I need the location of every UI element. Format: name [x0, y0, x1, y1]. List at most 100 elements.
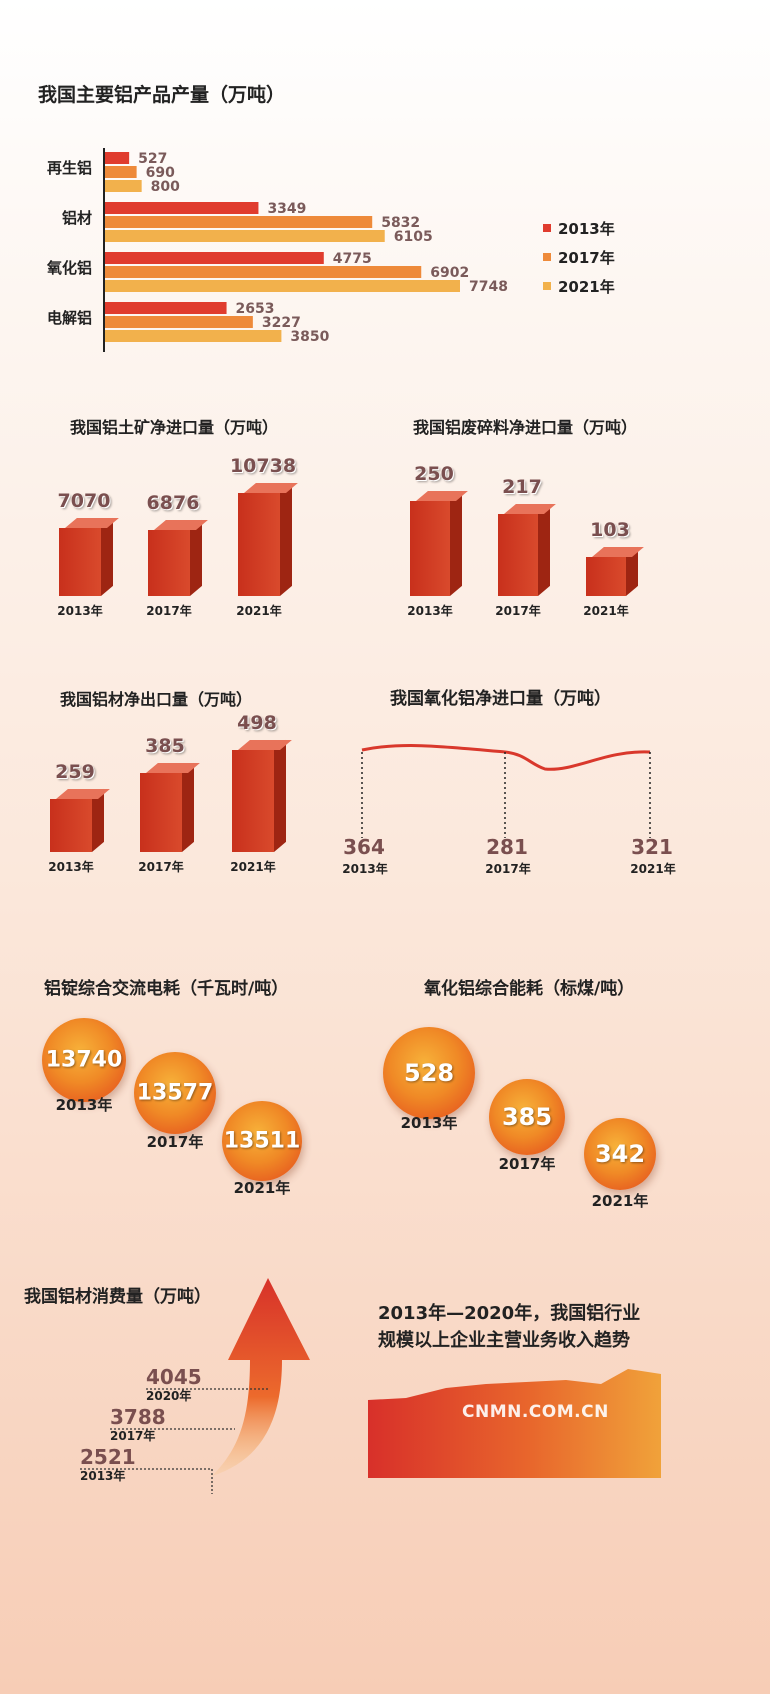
- bar: [50, 788, 110, 852]
- chart1-bar-value: 6105: [394, 229, 433, 245]
- chart1-legend-label: 2013年: [558, 220, 615, 238]
- chart5-value-label: 281: [486, 835, 528, 859]
- chart1-category-label: 电解铝: [47, 309, 92, 327]
- chart8-year-label: 2013年: [80, 1468, 125, 1483]
- bar-front-face: [498, 513, 538, 596]
- bar-value-label: 250: [414, 463, 454, 485]
- bar-side-face: [450, 490, 462, 596]
- bar-side-face: [190, 519, 202, 596]
- bar: [232, 739, 292, 852]
- bar: [59, 518, 119, 596]
- bar-value-label: 385: [145, 735, 185, 758]
- bar: [498, 503, 556, 596]
- chart1-bar-value: 3850: [290, 329, 329, 345]
- chart8-year-label: 2017年: [110, 1428, 155, 1443]
- chart1-bar: [105, 302, 227, 314]
- chart1-legend-swatch: [543, 282, 551, 290]
- bar-value-label: 7070: [57, 490, 111, 513]
- bubble-value: 13577: [136, 1080, 214, 1106]
- chart5-value-label: 321: [631, 835, 673, 859]
- chart4-title: 我国铝材净出口量（万吨）: [60, 690, 253, 709]
- bar: [238, 482, 298, 596]
- chart1-bar-value: 2653: [236, 301, 275, 317]
- chart9-plot: [368, 1369, 661, 1478]
- bubble-value: 385: [501, 1103, 553, 1131]
- chart7-title: 氧化铝综合能耗（标煤/吨）: [424, 979, 635, 999]
- watermark: CNMN.COM.CN: [462, 1402, 609, 1422]
- bar-year-label: 2021年: [236, 604, 282, 618]
- bar-year-label: 2017年: [146, 604, 192, 618]
- chart1-category-label: 铝材: [62, 209, 92, 227]
- chart1-legend-swatch: [543, 253, 551, 261]
- chart1-bar: [105, 280, 460, 292]
- value-bubble: 13577: [134, 1052, 216, 1134]
- bar-front-face: [410, 501, 450, 596]
- chart5-line: [361, 744, 651, 771]
- chart1-bar: [105, 216, 373, 228]
- bar-front-face: [140, 773, 182, 852]
- chart1-bar: [105, 202, 259, 214]
- bar-value-label: 6876: [146, 492, 200, 515]
- value-bubble: 528: [383, 1027, 475, 1119]
- chart1-category-label: 再生铝: [47, 159, 92, 177]
- bubble-year-label: 2017年: [498, 1155, 556, 1173]
- chart1-bar: [105, 166, 137, 178]
- chart8-year-label: 2020年: [146, 1388, 191, 1403]
- chart6-title: 铝锭综合交流电耗（千瓦时/吨）: [44, 979, 289, 999]
- value-bubble: 13740: [42, 1018, 126, 1102]
- chart1-bar: [105, 316, 253, 328]
- bar-value-label: 498: [237, 712, 277, 734]
- value-bubble: 342: [584, 1118, 656, 1190]
- bubble-value: 528: [403, 1059, 455, 1087]
- chart1-bar-value: 3227: [262, 315, 301, 331]
- bubble-year-label: 2021年: [233, 1179, 291, 1197]
- chart5-year-label: 2013年: [342, 861, 387, 876]
- chart8-value-label: 4045: [146, 1365, 202, 1389]
- value-bubble: 385: [489, 1079, 565, 1155]
- chart5-value-label: 364: [343, 835, 385, 859]
- bubble-value: 13511: [223, 1128, 301, 1154]
- bar-front-face: [586, 556, 626, 596]
- chart8-arrow: [212, 1278, 310, 1476]
- chart1-bar-value: 6902: [430, 265, 469, 281]
- chart8-value-label: 2521: [80, 1445, 136, 1469]
- bar-year-label: 2013年: [57, 604, 103, 618]
- chart8-title: 我国铝材消费量（万吨）: [24, 1287, 211, 1307]
- bar: [410, 490, 468, 596]
- bar-year-label: 2017年: [138, 860, 184, 874]
- bubble-year-label: 2013年: [55, 1096, 113, 1114]
- bar-value-label: 259: [55, 760, 95, 783]
- bar-front-face: [50, 798, 92, 852]
- chart1-bar-value: 7748: [469, 279, 508, 295]
- revenue-area: [368, 1369, 661, 1478]
- chart8-value-label: 3788: [110, 1405, 166, 1429]
- chart1-legend-swatch: [543, 224, 551, 232]
- bubble-year-label: 2017年: [146, 1133, 204, 1151]
- bar: [586, 546, 644, 596]
- chart1-bar: [105, 180, 142, 192]
- chart1-legend-label: 2017年: [558, 249, 615, 267]
- bar-value-label: 103: [590, 518, 630, 541]
- bar-side-face: [101, 518, 113, 596]
- chart1-bar: [105, 330, 282, 342]
- chart1-bar-value: 690: [146, 165, 175, 181]
- chart8-guide-line: [80, 1468, 213, 1494]
- bubble-year-label: 2021年: [591, 1192, 649, 1210]
- chart5-plot: 364 2013年 281 2017年 321 2021年: [342, 744, 676, 876]
- bar-year-label: 2021年: [230, 860, 276, 874]
- chart1-title: 我国主要铝产品产量（万吨）: [38, 84, 286, 106]
- chart1-legend-label: 2021年: [558, 278, 615, 296]
- chart1-bar: [105, 266, 422, 278]
- bar-front-face: [238, 493, 280, 596]
- chart1-bar-value: 4775: [333, 251, 372, 267]
- chart9-title: 2013年—2020年，我国铝行业 规模以上企业主营业务收入趋势: [378, 1300, 640, 1354]
- bar-year-label: 2017年: [495, 604, 541, 618]
- bar-side-face: [182, 763, 194, 852]
- chart5-year-label: 2021年: [630, 861, 675, 876]
- bar-side-face: [280, 482, 292, 596]
- chart1-bar: [105, 230, 385, 242]
- bubble-year-label: 2013年: [400, 1114, 458, 1132]
